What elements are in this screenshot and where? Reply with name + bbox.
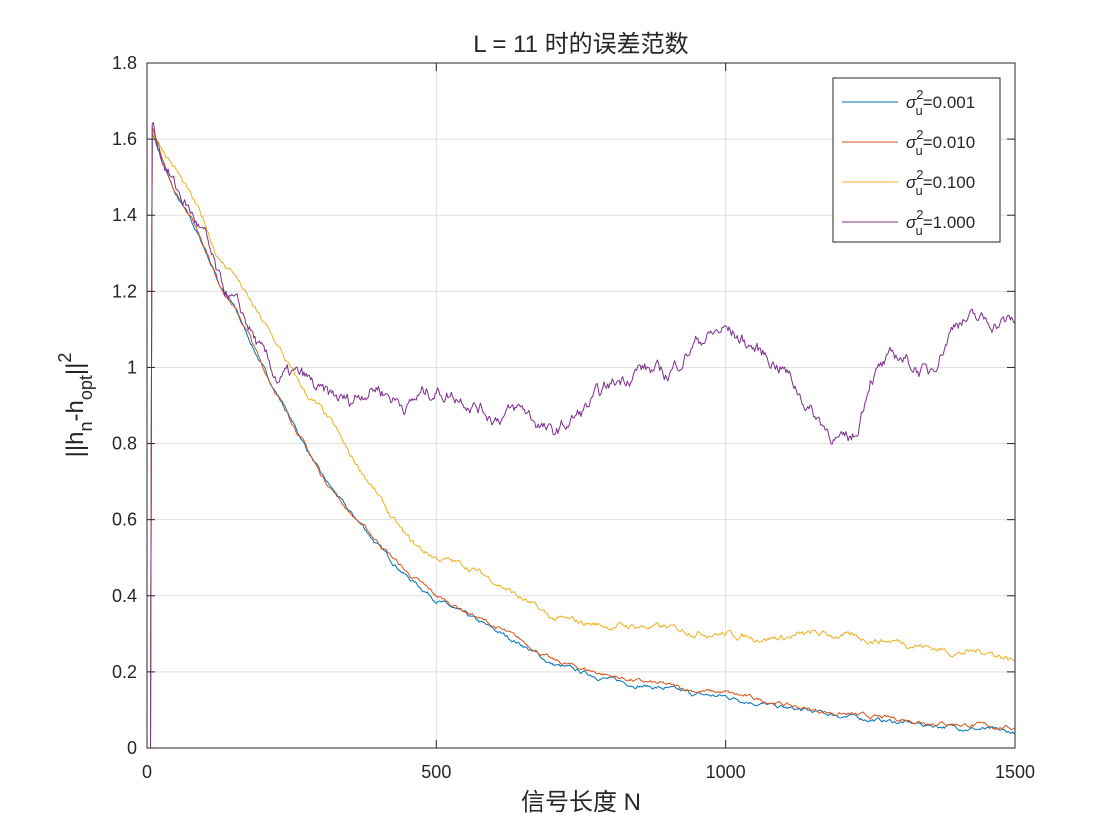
tick-labels: 0 500 1000 1500 0 0.2 0.4 0.6 0.8 1 1.2 1.4 1.6 1.8 bbox=[112, 53, 1035, 782]
y-tick-label: 0.6 bbox=[112, 510, 137, 530]
y-tick-label: 1 bbox=[127, 357, 137, 377]
series-line-4 bbox=[147, 121, 1016, 749]
y-tick-label: 1.6 bbox=[112, 129, 137, 149]
x-tick-label: 0 bbox=[142, 762, 152, 782]
chart-title: L = 11 时的误差范数 bbox=[473, 31, 688, 58]
legend: σ2 u=0.001 σ2 u=0.010 σ2 u=0.100 σ2 u=1.000 bbox=[832, 77, 1001, 243]
series-lines bbox=[147, 121, 1016, 749]
legend-box bbox=[832, 77, 1001, 243]
y-label-sub1: n bbox=[76, 422, 96, 432]
y-label-tail: || bbox=[62, 363, 89, 375]
y-label-mid: -h bbox=[62, 400, 89, 421]
y-tick-label: 0.4 bbox=[112, 586, 137, 606]
y-tick-label: 0.8 bbox=[112, 434, 137, 454]
y-axis-label: ||hn-hopt||2 bbox=[55, 353, 96, 458]
legend-label-2: σ2 u=0.010 bbox=[906, 127, 975, 158]
x-tick-label: 1500 bbox=[995, 762, 1035, 782]
y-tick-label: 0 bbox=[127, 738, 137, 758]
axis-ticks bbox=[146, 62, 1016, 749]
legend-label-3: σ2 u=0.100 bbox=[906, 167, 975, 198]
y-label-base: ||h bbox=[62, 432, 89, 458]
y-label-sub2: opt bbox=[76, 375, 96, 400]
legend-label-1: σ2 u=0.001 bbox=[906, 87, 975, 118]
y-tick-label: 1.8 bbox=[112, 53, 137, 73]
y-tick-label: 1.4 bbox=[112, 205, 137, 225]
plot-frame bbox=[146, 62, 1016, 749]
y-label-sup: 2 bbox=[55, 353, 75, 363]
legend-label-4: σ2 u=1.000 bbox=[906, 207, 975, 238]
legend-entries: σ2 u=0.001 σ2 u=0.010 σ2 u=0.100 σ2 u=1.000 bbox=[842, 87, 975, 238]
x-axis-label: 信号长度 N bbox=[521, 789, 641, 816]
y-tick-label: 0.2 bbox=[112, 662, 137, 682]
series-line-2 bbox=[147, 127, 1016, 749]
series-line-3 bbox=[147, 131, 1016, 749]
y-tick-label: 1.2 bbox=[112, 281, 137, 301]
x-tick-label: 500 bbox=[421, 762, 451, 782]
x-tick-label: 1000 bbox=[706, 762, 746, 782]
